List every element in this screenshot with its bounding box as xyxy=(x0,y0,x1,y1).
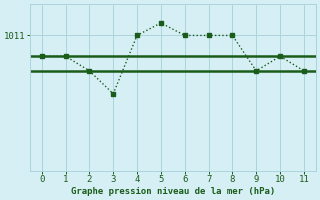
X-axis label: Graphe pression niveau de la mer (hPa): Graphe pression niveau de la mer (hPa) xyxy=(71,187,275,196)
